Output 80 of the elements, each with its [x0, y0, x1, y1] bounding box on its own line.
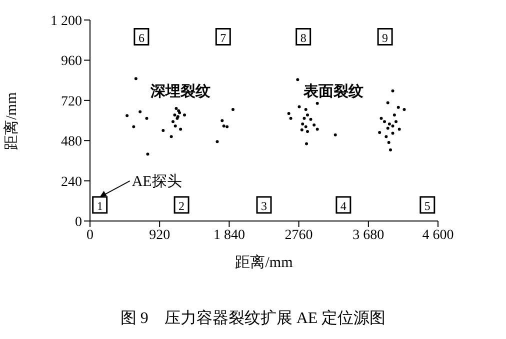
point — [392, 113, 396, 116]
point — [309, 118, 312, 121]
point — [402, 108, 406, 111]
point — [301, 122, 304, 126]
point — [174, 124, 177, 128]
point — [391, 132, 394, 135]
point — [289, 116, 292, 120]
annotation: 8 — [300, 30, 306, 45]
point — [304, 108, 308, 111]
point — [220, 119, 224, 122]
point — [386, 101, 390, 104]
point — [380, 116, 383, 120]
legend-label: AE探头 — [132, 172, 182, 190]
x-tick-label: 920 — [149, 228, 170, 243]
annotation: 9 — [382, 30, 388, 45]
text: 图 9 压力容器裂纹扩展 AE 定位源图 — [119, 308, 387, 329]
point — [170, 135, 173, 138]
point — [384, 135, 388, 138]
point — [394, 120, 398, 124]
annotation: 4 — [340, 198, 346, 213]
point — [138, 110, 142, 114]
annotation: 2 — [178, 198, 185, 213]
point — [174, 106, 178, 110]
point — [316, 102, 319, 105]
x-tick-label: 0 — [86, 228, 94, 243]
x-tick-label: 1 840 — [213, 228, 245, 243]
annotation: 7 — [220, 30, 226, 45]
annotation: 1 — [96, 198, 103, 213]
point — [398, 128, 401, 131]
point — [132, 125, 136, 128]
x-tick-label: 3 680 — [352, 228, 384, 243]
point — [302, 116, 306, 120]
point — [316, 128, 319, 131]
point — [179, 128, 182, 131]
point — [300, 128, 304, 132]
point — [383, 120, 386, 124]
y-tick-label: 0 — [75, 214, 82, 230]
point — [146, 152, 150, 156]
y-tick-label: 240 — [61, 174, 82, 190]
y-tick-label: 480 — [61, 134, 82, 150]
point — [145, 116, 148, 120]
point — [386, 126, 390, 130]
point — [378, 131, 382, 134]
point — [391, 124, 394, 128]
point — [306, 130, 309, 134]
annotation: 表面裂纹 — [302, 82, 365, 102]
annotation: 深埋裂纹 — [149, 82, 212, 102]
point — [304, 125, 308, 128]
point — [182, 113, 186, 116]
point — [387, 140, 390, 144]
x-axis-title: 距离/mm — [235, 254, 294, 271]
point — [126, 114, 129, 118]
point — [305, 142, 308, 146]
point — [231, 108, 234, 111]
point — [171, 120, 174, 124]
annotation: 3 — [261, 198, 267, 213]
point — [222, 124, 226, 128]
y-tick-label: 1 200 — [50, 14, 82, 29]
annotation: 5 — [424, 198, 430, 213]
point — [306, 113, 309, 116]
point — [296, 78, 300, 82]
point — [134, 77, 138, 80]
y-tick-label: 960 — [61, 54, 82, 70]
point — [216, 140, 219, 144]
point — [162, 129, 165, 132]
point — [388, 122, 391, 126]
x-tick-label: 2760 — [284, 228, 313, 243]
point — [298, 105, 301, 108]
point — [396, 106, 400, 109]
y-axis-title: 距离/mm — [2, 90, 21, 152]
point — [388, 148, 392, 152]
y-tick-label: 720 — [61, 94, 82, 110]
x-tick-label: 4 600 — [422, 228, 454, 243]
point — [287, 112, 290, 115]
point — [312, 124, 316, 127]
annotation: 6 — [138, 30, 144, 45]
point — [334, 133, 337, 136]
point — [173, 113, 176, 116]
point — [391, 89, 394, 92]
point — [226, 125, 229, 128]
